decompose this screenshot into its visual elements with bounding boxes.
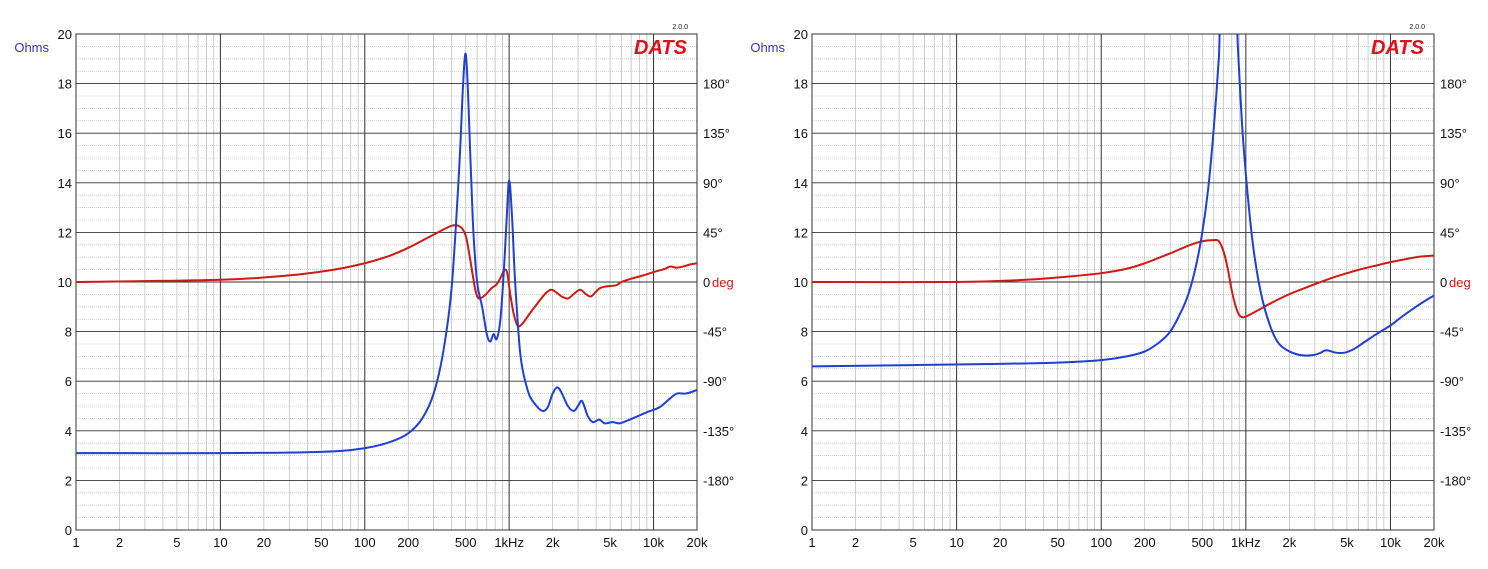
dats-logo: DATS: [1371, 37, 1425, 59]
phase-curve: [76, 224, 697, 328]
y-axis-label: Ohms: [14, 40, 49, 55]
x-tick-label: 20k: [687, 535, 708, 550]
x-tick-label: 2: [852, 535, 859, 550]
y2-tick-label: 45°: [703, 225, 723, 240]
chart-1: 02468101214161820180°135°90°45°-45°-90°-…: [14, 24, 734, 550]
x-tick-label: 2k: [546, 535, 560, 550]
y-tick-label: 16: [794, 126, 808, 141]
y-tick-label: 16: [58, 126, 72, 141]
x-tick-label: 20: [257, 535, 271, 550]
y2-tick-label: 135°: [1440, 126, 1467, 141]
x-tick-label: 5: [173, 535, 180, 550]
y-tick-label: 0: [801, 523, 808, 538]
x-tick-label: 500: [455, 535, 477, 550]
x-tick-label: 200: [397, 535, 419, 550]
y2-zero-label: 0: [703, 275, 710, 290]
y-tick-label: 6: [801, 374, 808, 389]
chart-2: 02468101214161820180°135°90°45°-45°-90°-…: [750, 24, 1471, 550]
x-tick-label: 20: [993, 535, 1007, 550]
y-tick-label: 14: [794, 176, 808, 191]
x-tick-label: 10: [213, 535, 227, 550]
x-tick-label: 50: [1050, 535, 1064, 550]
y-tick-label: 10: [58, 275, 72, 290]
y-tick-label: 12: [794, 225, 808, 240]
y2-tick-label: -45°: [1440, 325, 1464, 340]
y-tick-label: 18: [58, 77, 72, 92]
y2-zero-label: 0: [1440, 275, 1447, 290]
y2-axis-label: deg: [1449, 275, 1471, 290]
y-tick-label: 18: [794, 77, 808, 92]
y2-tick-label: 180°: [703, 77, 730, 92]
x-tick-label: 1kHz: [1231, 535, 1261, 550]
x-tick-label: 10k: [643, 535, 664, 550]
y-tick-label: 2: [65, 473, 72, 488]
x-tick-label: 1: [72, 535, 79, 550]
x-tick-label: 5: [909, 535, 916, 550]
y-tick-label: 14: [58, 176, 72, 191]
y-tick-label: 12: [58, 225, 72, 240]
y2-tick-label: -45°: [703, 325, 727, 340]
x-tick-label: 50: [314, 535, 328, 550]
phase-curve: [812, 238, 1434, 319]
dats-logo: DATS: [634, 37, 688, 59]
x-tick-label: 10k: [1380, 535, 1401, 550]
y2-tick-label: 45°: [1440, 225, 1460, 240]
y-tick-label: 8: [65, 325, 72, 340]
y-axis-label: Ohms: [750, 40, 785, 55]
y2-tick-label: -180°: [703, 473, 734, 488]
y2-tick-label: -135°: [703, 424, 734, 439]
y-tick-label: 4: [65, 424, 72, 439]
y-tick-label: 20: [58, 27, 72, 42]
x-tick-label: 5k: [1340, 535, 1354, 550]
y-tick-label: 8: [801, 325, 808, 340]
x-tick-label: 20k: [1424, 535, 1445, 550]
x-tick-label: 5k: [603, 535, 617, 550]
x-tick-label: 2k: [1283, 535, 1297, 550]
y2-tick-label: -135°: [1440, 424, 1471, 439]
y-tick-label: 0: [65, 523, 72, 538]
x-tick-label: 2: [116, 535, 123, 550]
y2-tick-label: 180°: [1440, 77, 1467, 92]
x-tick-label: 1: [808, 535, 815, 550]
x-tick-label: 1kHz: [494, 535, 524, 550]
y2-tick-label: -90°: [1440, 374, 1464, 389]
dats-version: 2.0.0: [672, 24, 688, 31]
y2-tick-label: -180°: [1440, 473, 1471, 488]
x-tick-label: 10: [949, 535, 963, 550]
y2-tick-label: 90°: [1440, 176, 1460, 191]
y-tick-label: 10: [794, 275, 808, 290]
impedance-curve: [812, 34, 1434, 368]
y-tick-label: 20: [794, 27, 808, 42]
y-tick-label: 6: [65, 374, 72, 389]
x-tick-label: 200: [1134, 535, 1156, 550]
y-tick-label: 2: [801, 473, 808, 488]
y2-tick-label: 135°: [703, 126, 730, 141]
dats-version: 2.0.0: [1409, 24, 1425, 31]
y2-axis-label: deg: [712, 275, 734, 290]
y2-tick-label: -90°: [703, 374, 727, 389]
y2-tick-label: 90°: [703, 176, 723, 191]
x-tick-label: 100: [1090, 535, 1112, 550]
impedance-curve: [76, 52, 697, 455]
y-tick-label: 4: [801, 424, 808, 439]
x-tick-label: 100: [354, 535, 376, 550]
x-tick-label: 500: [1191, 535, 1213, 550]
